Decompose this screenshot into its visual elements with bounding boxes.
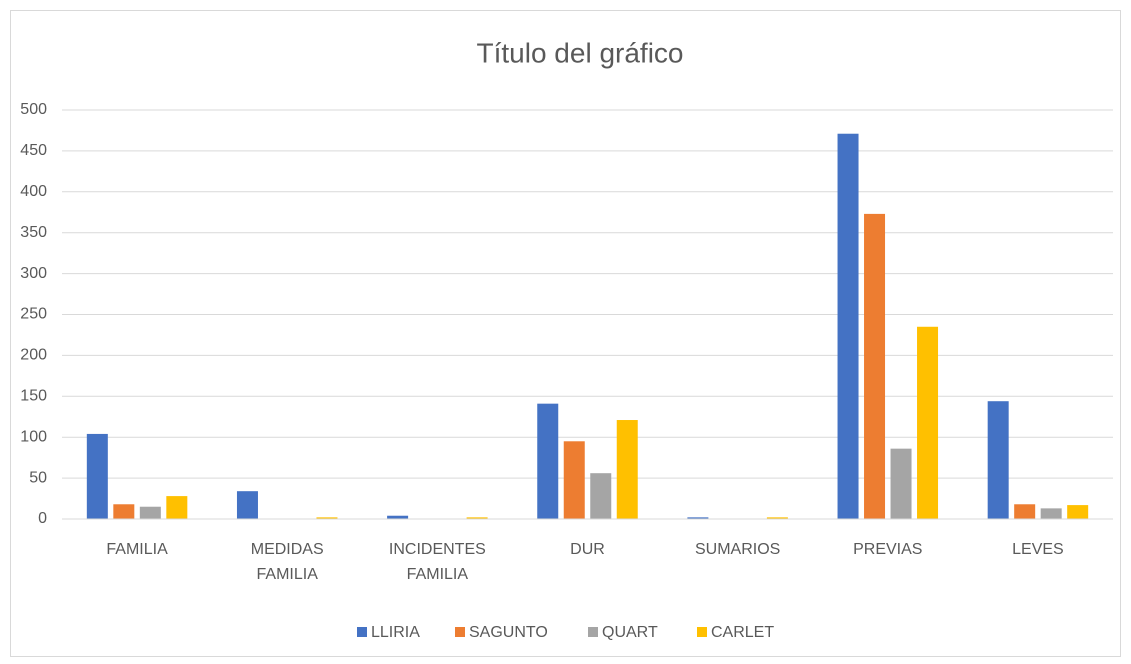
bar [917,326,939,519]
bar [766,517,788,519]
bar [1040,508,1062,519]
legend-label: QUART [602,624,658,641]
bar [1067,505,1089,519]
y-tick-label: 150 [20,388,47,405]
y-tick-label: 350 [20,224,47,241]
legend-label: CARLET [711,624,774,641]
x-tick-label: DUR [570,541,605,558]
y-tick-label: 0 [38,510,47,527]
bar [837,133,859,520]
y-tick-label: 100 [20,428,47,445]
bar [864,213,886,520]
bar [890,448,912,519]
bar [590,473,612,519]
x-tick-label: FAMILIA [106,541,168,558]
bar [113,504,135,519]
y-tick-label: 450 [20,142,47,159]
legend-swatch [455,627,465,637]
legend-swatch [697,627,707,637]
bar [166,496,188,519]
x-tick-label: SUMARIOS [695,541,780,558]
legend-swatch [588,627,598,637]
bar [466,517,488,519]
x-tick-label: INCIDENTES FAMILIA [389,541,486,583]
bar [387,515,409,519]
legend-label: LLIRIA [371,624,420,641]
bar [616,420,638,519]
bar [687,517,709,519]
bar [139,506,161,519]
bar [86,433,108,519]
bar [987,401,1009,519]
bar [537,403,559,519]
y-tick-label: 250 [20,306,47,323]
y-tick-label: 200 [20,347,47,364]
y-tick-label: 500 [20,101,47,118]
bar [236,491,258,519]
y-tick-label: 50 [29,469,47,486]
x-tick-label: PREVIAS [853,541,922,558]
bar [1014,504,1036,519]
y-tick-label: 400 [20,183,47,200]
chart-frame [10,10,1121,657]
bar [316,517,338,519]
x-tick-label: MEDIDAS FAMILIA [251,541,324,583]
x-tick-label: LEVES [1012,541,1064,558]
legend-label: SAGUNTO [469,624,548,641]
y-tick-label: 300 [20,265,47,282]
chart-title: Título del gráfico [477,37,684,68]
bar [563,441,585,519]
legend-swatch [357,627,367,637]
